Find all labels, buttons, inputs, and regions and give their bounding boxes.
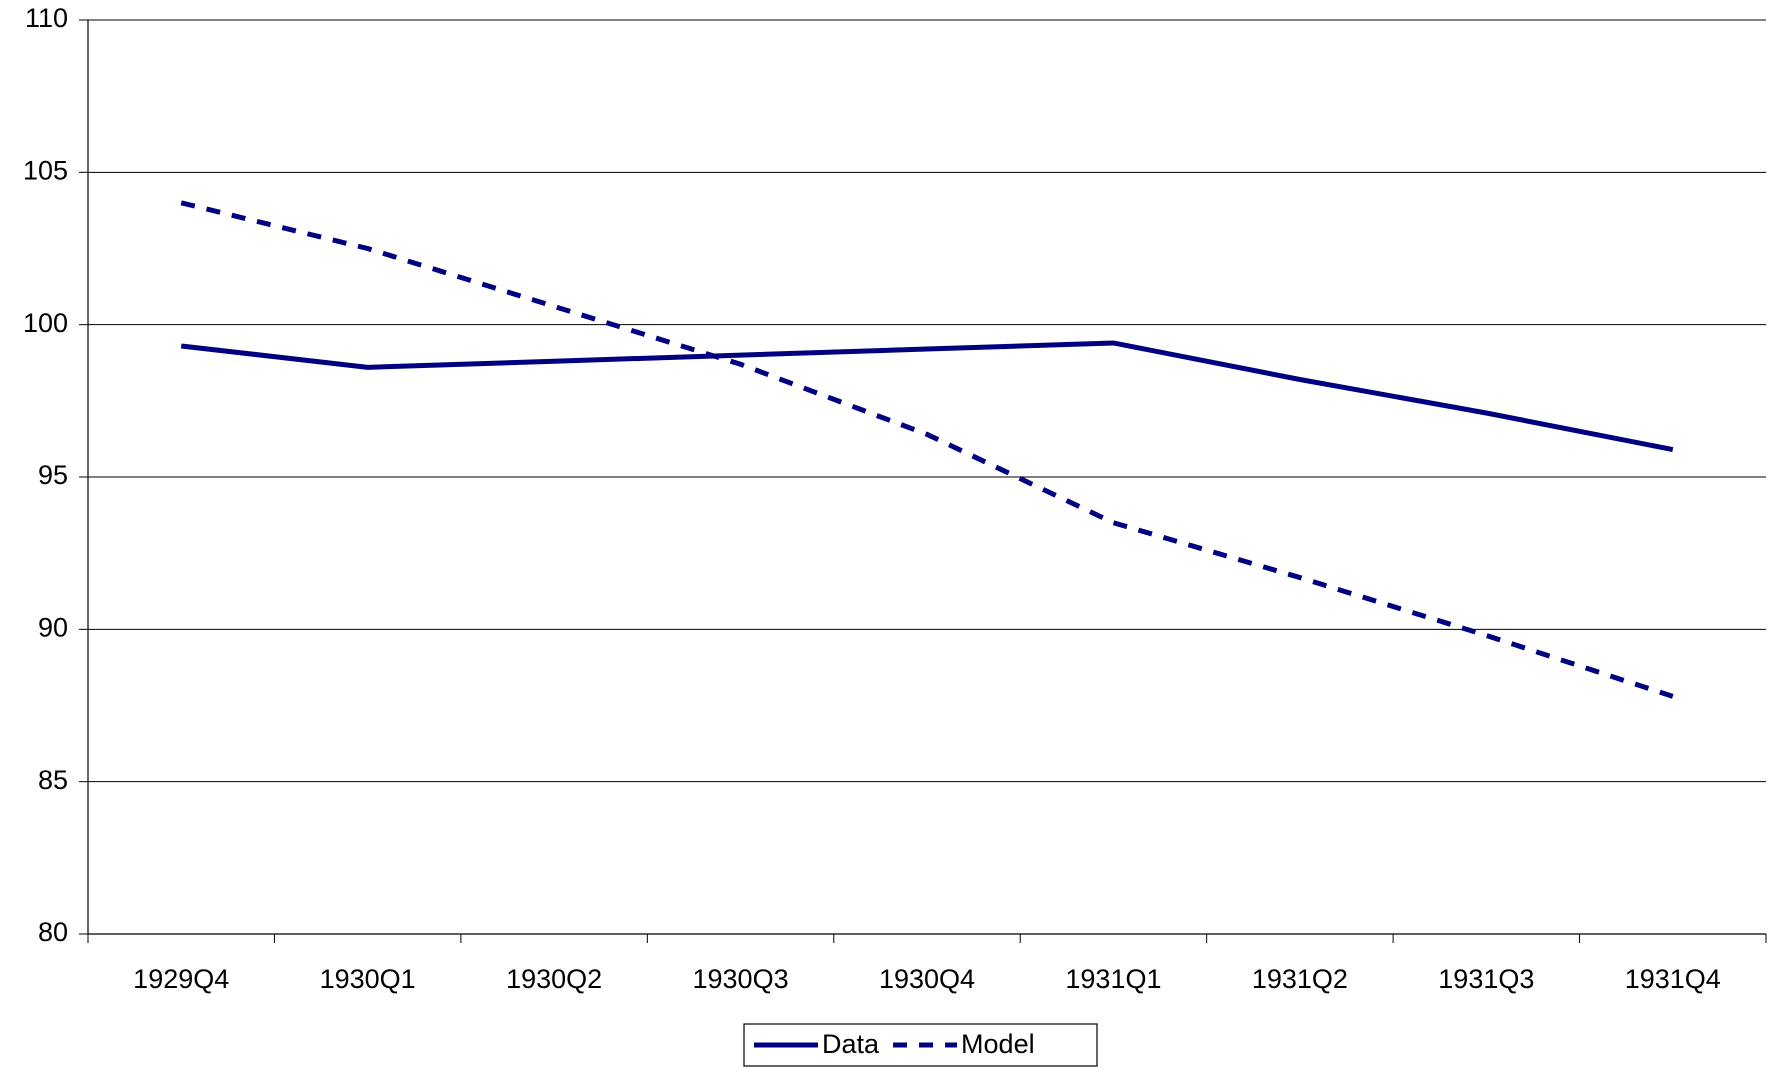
x-tick-label: 1931Q3	[1438, 964, 1534, 994]
series-line	[180, 340, 1674, 453]
x-tick-label: 1929Q4	[133, 964, 229, 994]
series-line	[180, 200, 1674, 699]
y-tick-label: 105	[23, 155, 68, 185]
y-tick-label: 80	[38, 917, 68, 947]
legend-label: Model	[961, 1029, 1035, 1059]
x-tick-label: 1930Q2	[506, 964, 602, 994]
x-tick-label: 1931Q4	[1625, 964, 1721, 994]
y-tick-label: 110	[25, 3, 68, 33]
y-tick-label: 100	[23, 308, 68, 338]
y-tick-label: 85	[38, 765, 68, 795]
x-tick-label: 1930Q4	[879, 964, 975, 994]
x-tick-label: 1930Q1	[320, 964, 416, 994]
y-tick-label: 90	[38, 612, 68, 642]
legend-label: Data	[822, 1029, 880, 1059]
x-tick-label: 1931Q1	[1065, 964, 1161, 994]
x-tick-label: 1931Q2	[1252, 964, 1348, 994]
x-tick-label: 1930Q3	[693, 964, 789, 994]
y-tick-label: 95	[38, 460, 68, 490]
